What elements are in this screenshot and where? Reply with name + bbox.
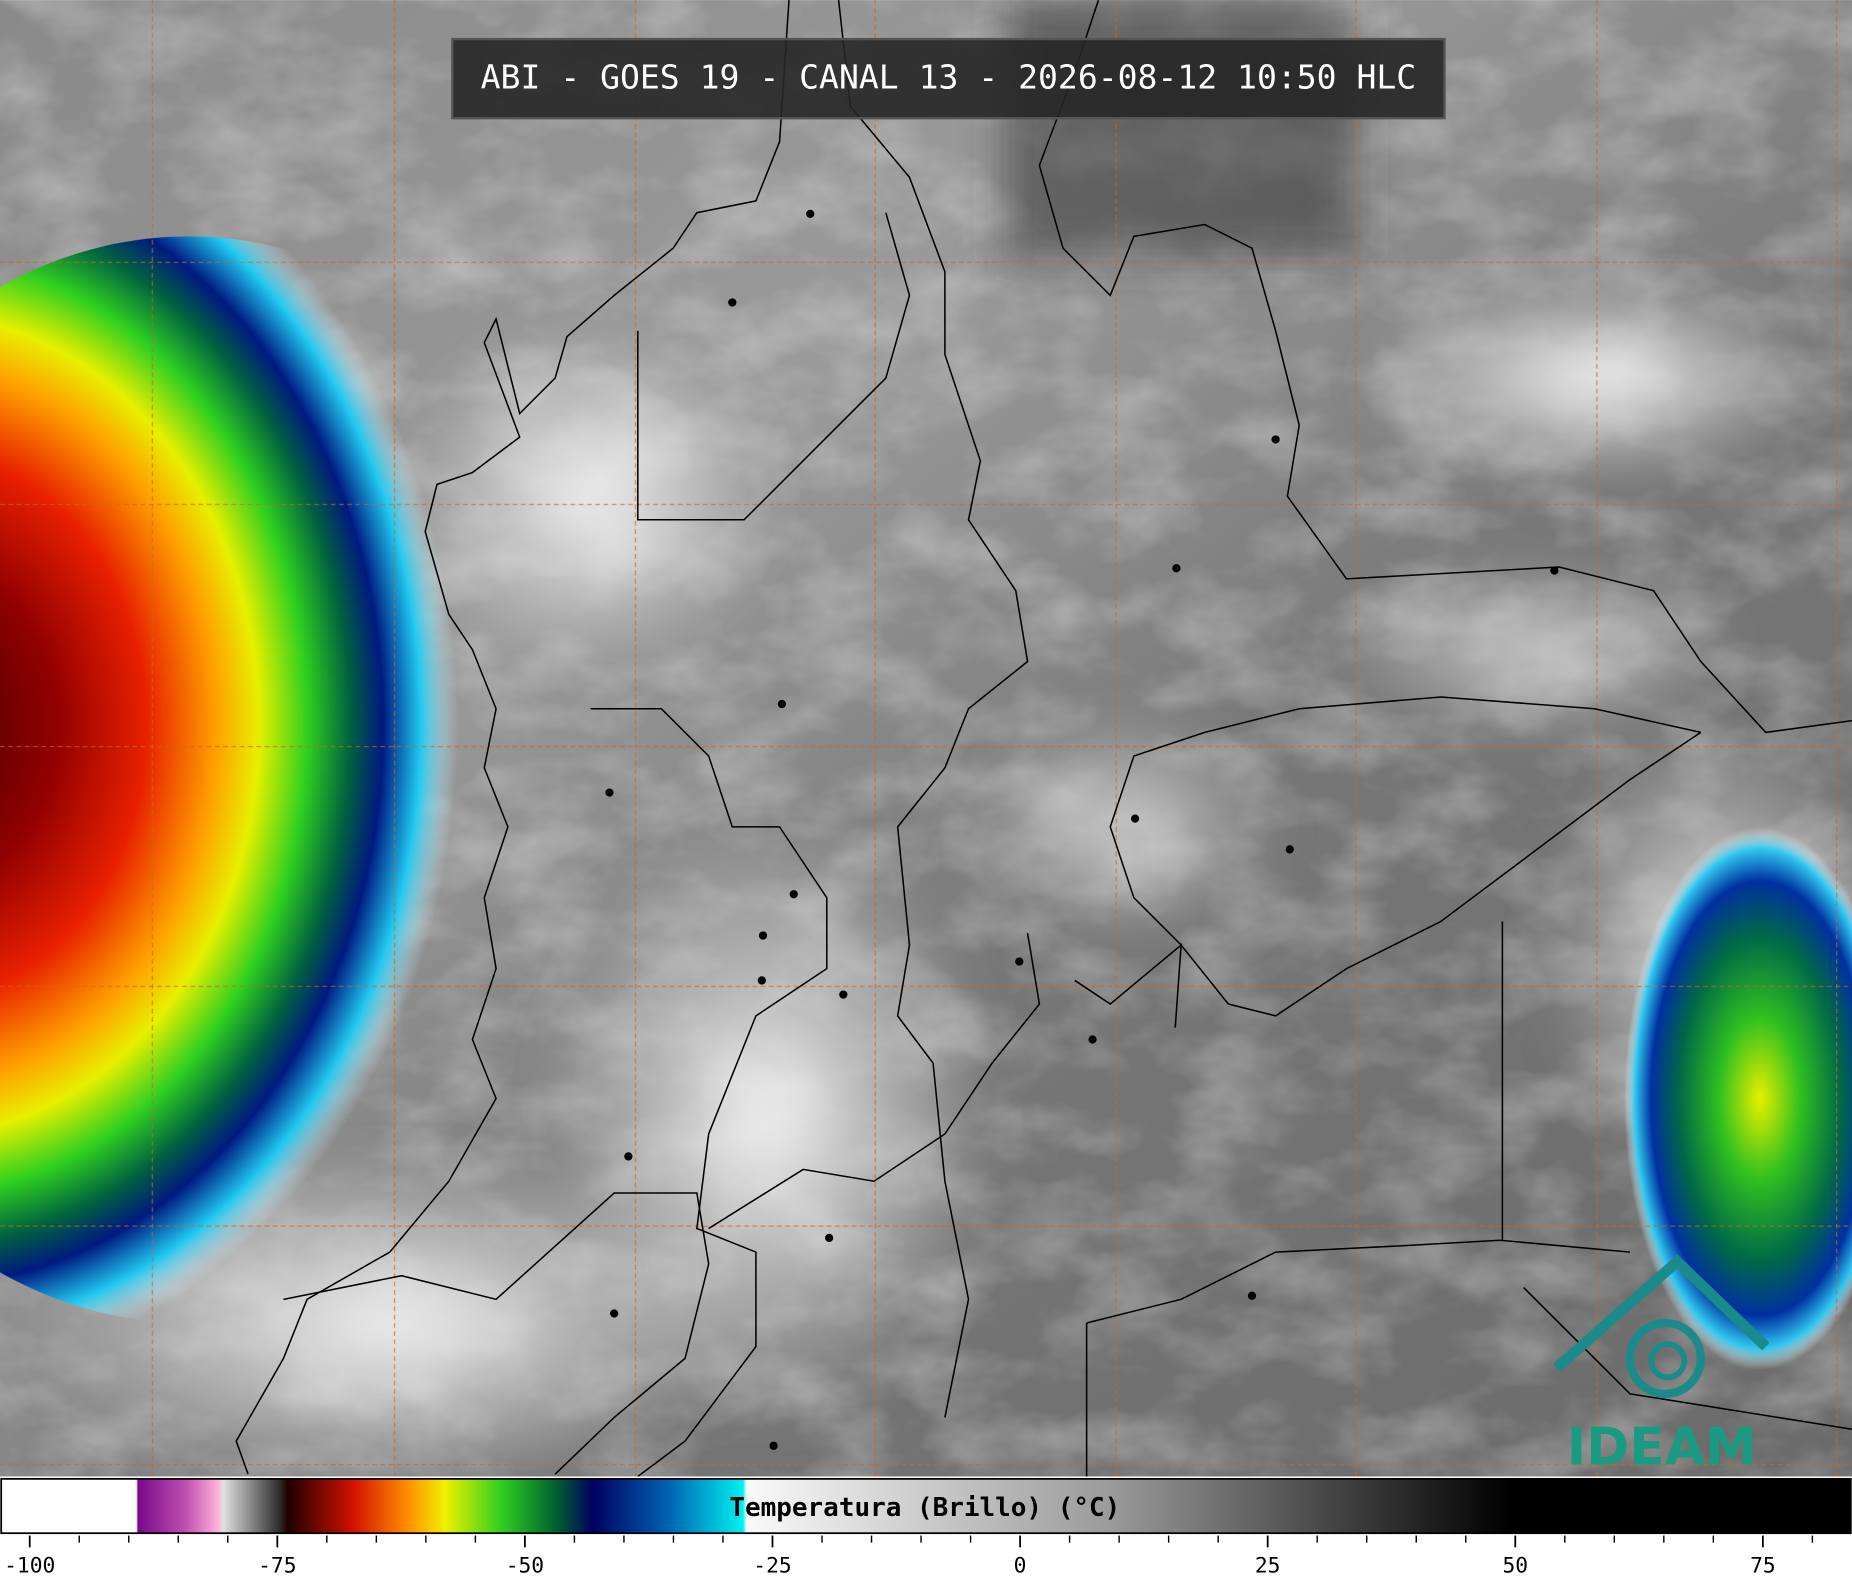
colorbar-tick-label: -75 xyxy=(258,1553,296,1577)
logo: IDEAM xyxy=(1553,1254,1770,1478)
colorbar-tick-label: 50 xyxy=(1502,1553,1528,1577)
title: ABI - GOES 19 - CANAL 13 - 2026-08-12 10… xyxy=(481,58,1417,97)
colorbar-tick-label: 75 xyxy=(1750,1553,1776,1577)
colorbar-tick-label: -100 xyxy=(4,1553,55,1577)
satellite-image xyxy=(0,0,1852,1501)
colorbar-tick-label: -25 xyxy=(753,1553,791,1577)
logo-text: IDEAM xyxy=(1567,1418,1757,1478)
colorbar-tick-label: 0 xyxy=(1014,1553,1027,1577)
cities xyxy=(605,209,1559,1450)
graticule xyxy=(0,0,1852,1477)
colorbar: Temperatura (Brillo) (°C) -100 -75 -50 -25 0… xyxy=(0,1476,1852,1577)
title-box: ABI - GOES 19 - CANAL 13 - 2026-08-12 10… xyxy=(451,37,1446,120)
colorbar-tick-label: -50 xyxy=(506,1553,544,1577)
borders xyxy=(235,0,1852,1478)
colorbar-label: Temperatura (Brillo) (°C) xyxy=(729,1493,1120,1523)
colorbar-tick-label: 25 xyxy=(1255,1553,1281,1577)
